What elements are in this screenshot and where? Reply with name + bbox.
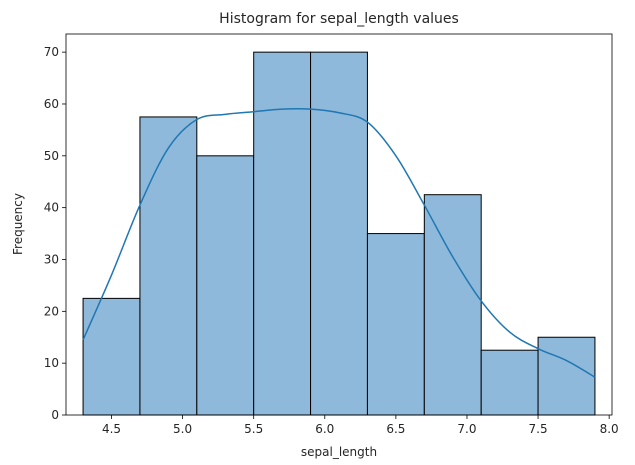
histogram-bar-1 [139,116,198,416]
y-tick-label: 40 [44,201,59,215]
x-tick-label: 8.0 [600,422,619,436]
kde-curve [82,108,596,378]
x-tick-label: 4.5 [102,422,121,436]
histogram-bar-0 [82,297,141,416]
histogram-bar-6 [423,194,482,416]
histogram-bar-8 [537,336,596,416]
y-tick-label: 50 [44,149,59,163]
y-tick-label: 20 [44,304,59,318]
histogram-bar-7 [480,349,539,416]
x-tick-label: 5.5 [244,422,263,436]
x-tick-label: 5.0 [173,422,192,436]
y-tick-label: 60 [44,97,59,111]
histogram-bar-3 [253,51,312,416]
plot-frame [65,33,613,416]
x-tick-label: 7.5 [529,422,548,436]
y-tick-label: 10 [44,356,59,370]
y-tick-label: 70 [44,45,59,59]
x-tick-label: 7.0 [457,422,476,436]
y-tick-label: 0 [51,408,59,422]
x-axis-label: sepal_length [301,445,377,459]
bars-group [82,51,596,416]
y-axis-ticks: 0 10 20 30 40 50 60 70 [44,45,66,422]
histogram-bar-5 [366,233,425,416]
y-axis-label: Frequency [11,193,25,255]
x-tick-label: 6.0 [315,422,334,436]
x-axis-ticks: 4.5 5.0 5.5 6.0 6.5 7.0 7.5 8.0 [102,415,619,436]
histogram-bar-2 [196,155,255,416]
x-tick-label: 6.5 [386,422,405,436]
y-tick-label: 30 [44,252,59,266]
chart-title: Histogram for sepal_length values [219,11,459,27]
histogram-bar-4 [310,51,368,416]
